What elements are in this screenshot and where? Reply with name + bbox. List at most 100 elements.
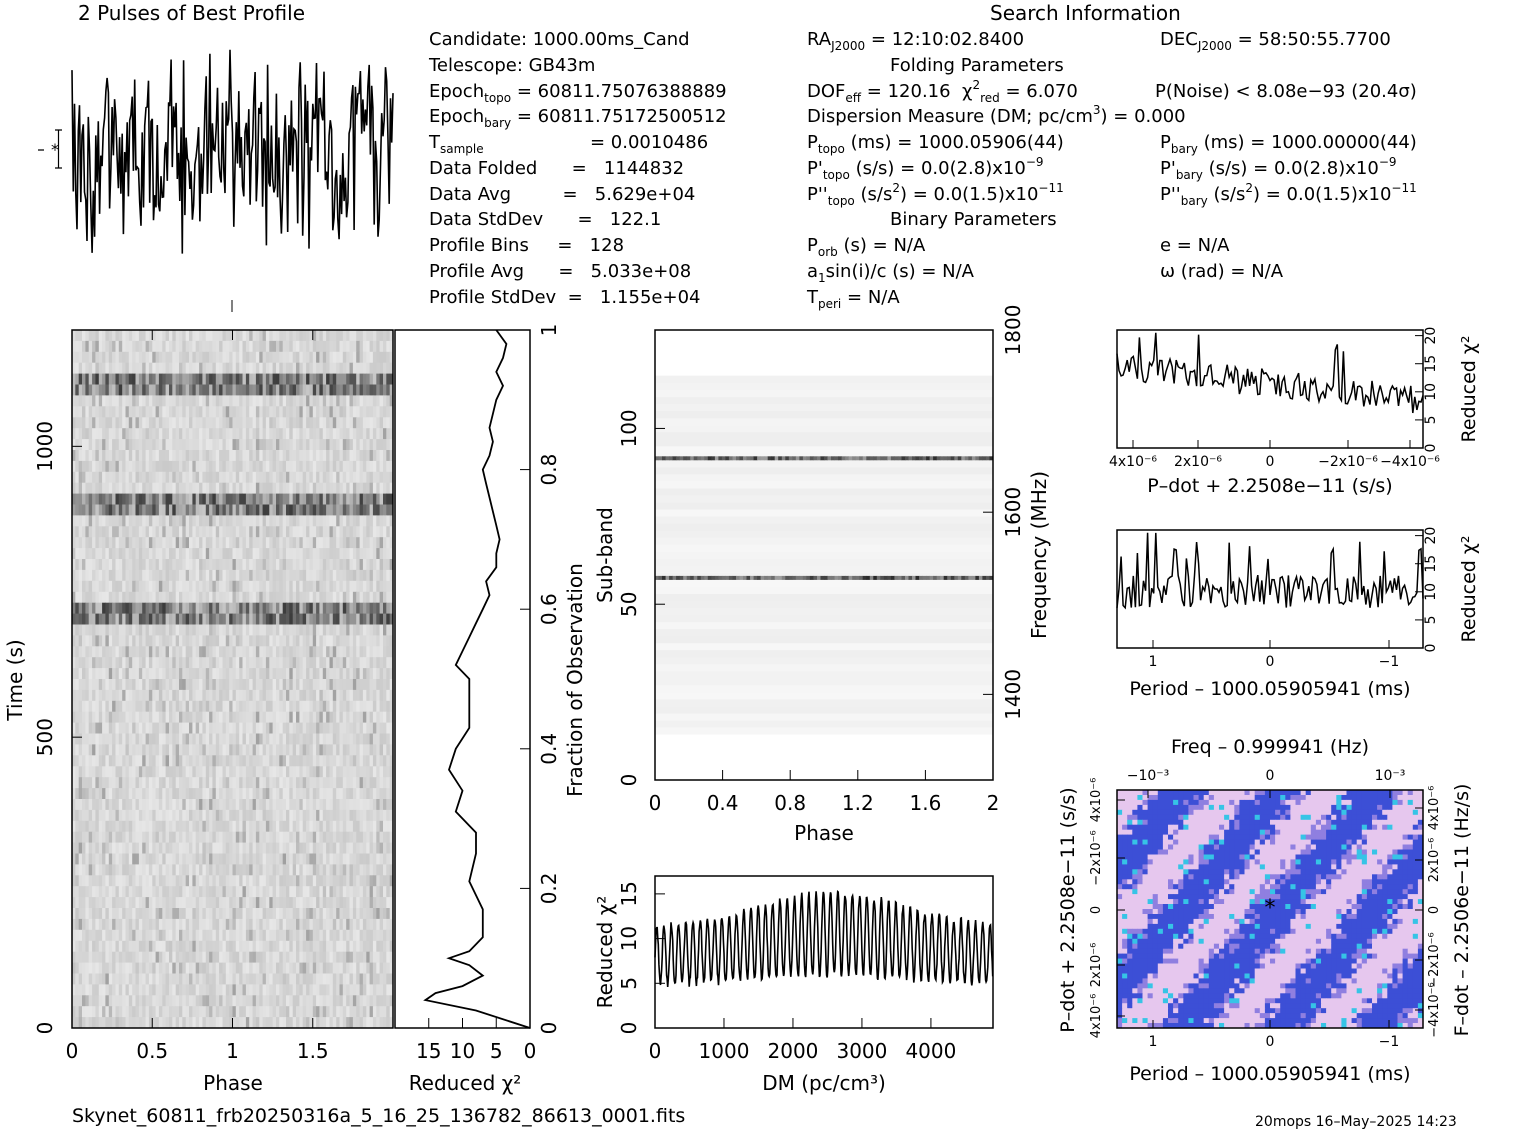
time-phase-cell (222, 679, 227, 691)
time-phase-cell (265, 799, 270, 811)
time-phase-cell (192, 853, 197, 865)
time-phase-cell (209, 526, 213, 538)
time-phase-cell (302, 384, 307, 396)
time-phase-cell (389, 809, 394, 822)
time-phase-cell (322, 460, 327, 473)
time-phase-cell (232, 580, 237, 593)
time-phase-cell (222, 417, 227, 429)
time-phase-cell (219, 548, 223, 560)
time-phase-cell (292, 504, 297, 516)
time-phase-cell (112, 406, 116, 418)
time-phase-cell (205, 504, 210, 516)
time-phase-cell (148, 351, 153, 364)
time-phase-cell (309, 788, 314, 800)
time-phase-cell (122, 428, 126, 440)
time-phase-cell (359, 842, 364, 854)
time-phase-cell (302, 733, 307, 745)
time-phase-cell (72, 766, 76, 778)
time-phase-cell (239, 766, 243, 778)
time-phase-cell (132, 439, 136, 451)
time-phase-cell (296, 559, 300, 571)
time-phase-cell (165, 722, 170, 734)
time-phase-cell (312, 482, 317, 495)
time-phase-cell (72, 646, 76, 658)
time-phase-cell (249, 406, 253, 418)
time-phase-cell (252, 657, 257, 669)
time-phase-cell (336, 820, 340, 833)
time-phase-cell (128, 362, 133, 375)
time-phase-cell (75, 548, 80, 560)
time-phase-cell (372, 831, 377, 844)
time-phase-cell (232, 624, 237, 636)
time-phase-cell (282, 504, 287, 516)
time-phase-cell (255, 875, 260, 887)
time-phase-cell (182, 788, 187, 800)
time-phase-cell (195, 569, 200, 582)
time-phase-cell (145, 537, 150, 549)
time-phase-cell (185, 580, 190, 593)
time-phase-cell (245, 875, 250, 887)
time-phase-cell (255, 788, 260, 800)
time-phase-cell (112, 766, 116, 778)
time-phase-cell (292, 406, 297, 418)
time-phase-cell (165, 526, 170, 538)
time-phase-cell (312, 700, 317, 713)
time-phase-cell (105, 788, 110, 800)
time-phase-cell (279, 580, 284, 593)
time-phase-cell (219, 875, 223, 887)
time-phase-cell (172, 646, 177, 658)
time-phase-cell (366, 635, 371, 647)
time-phase-cell (232, 766, 237, 778)
time-phase-cell (326, 853, 330, 865)
time-phase-cell (132, 351, 136, 364)
time-phase-cell (85, 460, 90, 473)
time-phase-cell (286, 744, 290, 756)
time-phase-cell (229, 450, 233, 462)
time-phase-cell (98, 330, 103, 342)
time-phase-cell (219, 460, 223, 473)
time-phase-cell (215, 330, 220, 342)
time-phase-cell (102, 504, 106, 516)
time-phase-cell (296, 602, 300, 615)
time-phase-cell (265, 842, 270, 854)
time-phase-cell (142, 864, 146, 876)
time-phase-cell (366, 537, 371, 549)
time-phase-cell (122, 395, 126, 407)
time-phase-cell (229, 755, 233, 767)
time-phase-cell (82, 471, 86, 484)
time-phase-cell (319, 515, 324, 527)
time-phase-cell (195, 537, 200, 549)
time-phase-cell (289, 744, 294, 756)
time-phase-cell (312, 559, 317, 571)
time-phase-cell (125, 602, 130, 615)
time-phase-cell (372, 362, 377, 375)
time-phase-cell (122, 340, 126, 353)
binary-title: Binary Parameters (890, 209, 1057, 230)
time-phase-cell (269, 515, 274, 527)
time-phase-cell (249, 439, 253, 451)
time-phase-cell (72, 406, 76, 418)
time-phase-cell (72, 330, 76, 342)
time-phase-cell (95, 711, 100, 724)
time-phase-cell (148, 689, 153, 702)
time-phase-cell (299, 450, 304, 462)
time-phase-cell (205, 657, 210, 669)
time-phase-cell (179, 450, 183, 462)
time-phase-cell (249, 864, 253, 876)
time-phase-cell (296, 689, 300, 702)
time-phase-cell (242, 853, 247, 865)
time-phase-cell (108, 602, 113, 615)
time-phase-cell (118, 384, 123, 396)
time-phase-cell (142, 679, 146, 691)
time-phase-cell (172, 700, 177, 713)
time-phase-cell (72, 602, 76, 615)
time-phase-cell (282, 853, 287, 865)
time-phase-cell (252, 482, 257, 495)
time-phase-cell (252, 395, 257, 407)
time-phase-cell (249, 755, 253, 767)
time-phase-cell (98, 842, 103, 854)
time-phase-cell (199, 679, 203, 691)
time-phase-cell (152, 428, 157, 440)
time-phase-cell (162, 646, 167, 658)
time-phase-cell (302, 428, 307, 440)
